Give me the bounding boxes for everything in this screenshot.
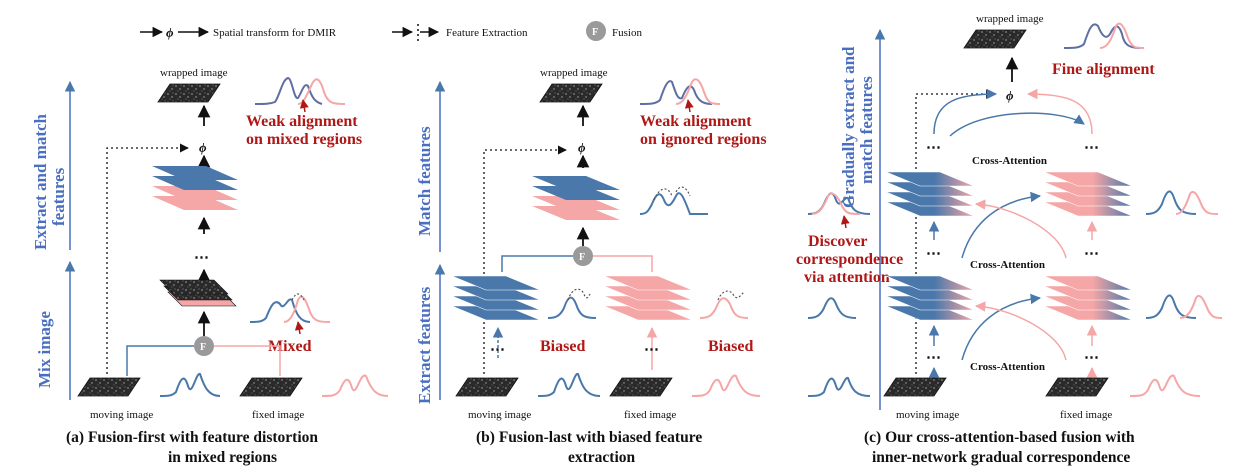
fusion-node (573, 246, 593, 266)
ellipsis: ⋯ (926, 140, 941, 156)
phi-label: ϕ (578, 140, 586, 155)
moving-signal (159, 372, 221, 397)
moving-feature-stack (451, 275, 541, 321)
panel-a: Extract and match features Mix image wra… (31, 67, 389, 466)
ellipsis: ⋯ (1084, 140, 1099, 156)
axis-label: Extract and match (31, 113, 50, 250)
signal-curve (254, 76, 323, 105)
caption: (b) Fusion-last with biased feature (476, 429, 702, 446)
mixed-feature-stack (159, 279, 237, 307)
caption: (a) Fusion-first with feature distortion (66, 429, 318, 446)
axis-label: Mix image (35, 311, 54, 388)
discover-label: via attention (804, 269, 890, 286)
fixed-signal (321, 374, 389, 397)
feature-stack (532, 176, 620, 220)
feature-stack (152, 166, 238, 210)
moving-feature-stack-lower (885, 275, 975, 321)
svg-text:F: F (579, 252, 585, 263)
svg-text:F: F (200, 342, 206, 353)
cross-attention-label: Cross-Attention (972, 155, 1047, 167)
fixed-feature-stack-upper (1043, 171, 1133, 217)
fixed-image-label: fixed image (252, 409, 304, 421)
cross-attention-label: Cross-Attention (970, 259, 1045, 271)
moving-image-label: moving image (896, 409, 959, 421)
moving-image-label: moving image (90, 409, 153, 421)
weak-alignment-label: Weak alignment (640, 113, 752, 130)
axis-label: Extract features (415, 286, 434, 404)
discover-label: correspondence (796, 251, 903, 268)
caption: (c) Our cross-attention-based fusion wit… (864, 429, 1135, 446)
biased-label: Biased (708, 338, 753, 355)
fixed-feature-stack-lower (1043, 275, 1133, 321)
discover-label: Discover (808, 233, 868, 250)
fixed-image-label: fixed image (1060, 409, 1112, 421)
weak-alignment-label: Weak alignment (246, 113, 358, 130)
caption: inner-network gradual correspondence (872, 449, 1130, 466)
ellipsis: ⋯ (1084, 350, 1099, 366)
axis-label: match features (857, 76, 876, 184)
panel-c: Gradually extract and match features wra… (796, 13, 1223, 466)
weak-alignment-label: on ignored regions (640, 131, 767, 148)
ellipsis: ⋯ (926, 246, 941, 262)
caption: in mixed regions (168, 449, 277, 466)
legend-fusion: Fusion (612, 27, 642, 39)
panel-b: Match features Extract features wrapped … (415, 67, 767, 466)
weak-alignment-label: on mixed regions (246, 131, 362, 148)
ellipsis: ⋯ (644, 342, 659, 358)
mixed-label: Mixed (268, 338, 312, 355)
axis-label: features (49, 167, 68, 226)
ellipsis: ⋯ (490, 342, 505, 358)
legend-phi: ϕ (166, 25, 174, 40)
fine-alignment-label: Fine alignment (1052, 61, 1155, 78)
legend-spatial-transform: Spatial transform for DMIR (213, 27, 337, 39)
svg-text:F: F (592, 27, 598, 38)
moving-feature-stack-upper (885, 171, 975, 217)
axis-label: Gradually extract and (839, 46, 858, 208)
wrapped-image-label: wrapped image (160, 67, 228, 79)
moving-image-label: moving image (468, 409, 531, 421)
fixed-image-label: fixed image (624, 409, 676, 421)
wrapped-image-label: wrapped image (540, 67, 608, 79)
legend-fusion-icon (586, 21, 606, 41)
axis-label: Match features (415, 126, 434, 236)
legend-feature-extraction: Feature Extraction (446, 27, 528, 39)
legend: ϕ Spatial transform for DMIR Feature Ext… (140, 21, 642, 42)
phi-label: ϕ (199, 140, 207, 155)
phi-label: ϕ (1006, 88, 1014, 103)
caption: extraction (568, 449, 636, 466)
wrapped-image-label: wrapped image (976, 13, 1044, 25)
ellipsis: ⋯ (926, 350, 941, 366)
fusion-node (194, 336, 214, 356)
cross-attention-label: Cross-Attention (970, 361, 1045, 373)
fixed-feature-stack (603, 275, 693, 321)
biased-label: Biased (540, 338, 585, 355)
ellipsis: ⋯ (1084, 246, 1099, 262)
ellipsis: ⋯ (194, 250, 209, 266)
